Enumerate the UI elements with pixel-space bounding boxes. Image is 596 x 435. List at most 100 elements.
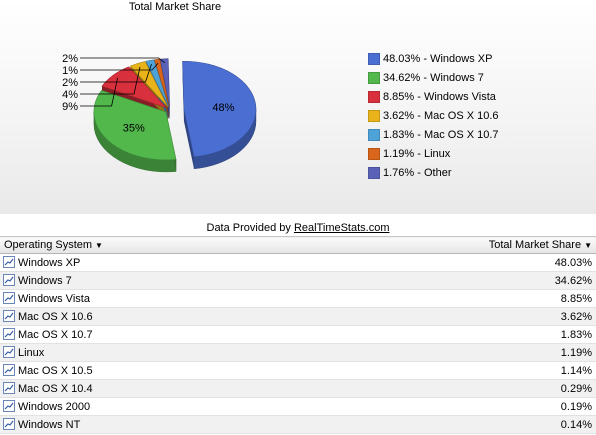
sort-arrow-icon: ▼ [95, 241, 103, 250]
legend-item[interactable]: 34.62% - Windows 7 [368, 71, 588, 90]
legend-label: 8.85% - Windows Vista [383, 91, 496, 103]
legend-swatch [368, 110, 380, 122]
provider-prefix: Data Provided by [206, 222, 294, 234]
pie-callout-label: 2% [62, 77, 78, 89]
pie-callout-label: 4% [62, 89, 78, 101]
os-name: Mac OS X 10.6 [18, 311, 93, 323]
table-row[interactable]: Mac OS X 10.4 0.29% [0, 379, 596, 398]
os-name: Mac OS X 10.4 [18, 383, 93, 395]
legend-label: 34.62% - Windows 7 [383, 72, 484, 84]
os-name: Mac OS X 10.5 [18, 365, 93, 377]
os-cell: Windows NT [0, 415, 370, 434]
legend-swatch [368, 148, 380, 160]
pie-slice-windows-7[interactable] [93, 90, 177, 161]
legend-item[interactable]: 8.85% - Windows Vista [368, 90, 588, 109]
table-row[interactable]: Windows Vista 8.85% [0, 289, 596, 308]
os-name: Mac OS X 10.7 [18, 329, 93, 341]
pie-callout-line [80, 57, 165, 63]
table-row[interactable]: Linux 1.19% [0, 343, 596, 362]
share-cell: 0.29% [370, 379, 596, 398]
table-row[interactable]: Windows 2000 0.19% [0, 397, 596, 416]
table-row[interactable]: Mac OS X 10.6 3.62% [0, 307, 596, 326]
os-name: Windows 2000 [18, 401, 91, 413]
trend-chart-icon[interactable] [3, 292, 15, 304]
provider-link[interactable]: RealTimeStats.com [293, 222, 390, 234]
legend-label: 48.03% - Windows XP [383, 53, 493, 65]
os-name: Windows XP [18, 257, 81, 269]
share-cell: 48.03% [370, 253, 596, 272]
legend-label: 3.62% - Mac OS X 10.6 [383, 110, 499, 122]
legend-item[interactable]: 3.62% - Mac OS X 10.6 [368, 109, 588, 128]
share-cell: 8.85% [370, 289, 596, 308]
trend-chart-icon[interactable] [3, 364, 15, 376]
legend-item[interactable]: 1.76% - Other [368, 166, 588, 185]
share-cell: 34.62% [370, 271, 596, 290]
legend-label: 1.19% - Linux [383, 148, 451, 160]
trend-chart-icon[interactable] [3, 382, 15, 394]
pie-face-0 [183, 109, 195, 169]
legend-swatch [368, 129, 380, 141]
os-cell: Windows 2000 [0, 397, 370, 416]
legend-swatch [368, 72, 380, 84]
pie-slice-windows-vista[interactable] [101, 66, 168, 109]
legend-item[interactable]: 1.19% - Linux [368, 147, 588, 166]
table-row[interactable]: Mac OS X 10.7 1.83% [0, 325, 596, 344]
pie-chart: 48%35%2%1%2%4%9% [62, 53, 257, 173]
header-operating-system[interactable]: Operating System ▼ [0, 236, 370, 254]
share-cell: 1.14% [370, 361, 596, 380]
os-cell: Windows 7 [0, 271, 370, 290]
legend-item[interactable]: 1.83% - Mac OS X 10.7 [368, 128, 588, 147]
share-cell: 0.19% [370, 397, 596, 416]
trend-chart-icon[interactable] [3, 400, 15, 412]
os-cell: Mac OS X 10.4 [0, 379, 370, 398]
os-cell: Mac OS X 10.7 [0, 325, 370, 344]
data-provider-note: Data Provided by RealTimeStats.com [0, 222, 596, 234]
chart-title: Total Market Share [128, 1, 222, 13]
header-os-label: Operating System [4, 239, 93, 251]
legend-item[interactable]: 48.03% - Windows XP [368, 52, 588, 71]
pie-slice-mac-os-x-10-6[interactable] [129, 61, 169, 108]
pie-data-label: 35% [123, 122, 145, 134]
pie-callout-label: 9% [62, 101, 78, 113]
pie-callout-line [80, 64, 152, 83]
os-cell: Mac OS X 10.5 [0, 361, 370, 380]
legend-label: 1.76% - Other [383, 167, 452, 179]
pie-data-label: 48% [212, 102, 234, 114]
table-row[interactable]: Windows XP 48.03% [0, 253, 596, 272]
header-total-market-share[interactable]: Total Market Share ▼ [370, 236, 596, 254]
table-header-row: Operating System ▼ Total Market Share ▼ [0, 236, 596, 254]
table-row[interactable]: Windows 7 34.62% [0, 271, 596, 290]
header-share-label: Total Market Share [488, 239, 582, 251]
trend-chart-icon[interactable] [3, 274, 15, 286]
table-row[interactable]: Windows NT 0.14% [0, 415, 596, 434]
pie-slice-windows-xp[interactable] [182, 60, 257, 158]
share-cell: 1.83% [370, 325, 596, 344]
os-cell: Windows Vista [0, 289, 370, 308]
pie-callout-label: 2% [62, 53, 78, 65]
os-name: Windows NT [18, 419, 81, 431]
legend-swatch [368, 91, 380, 103]
pie-callout-line [80, 66, 141, 95]
legend-swatch [368, 167, 380, 179]
os-name: Windows 7 [18, 275, 72, 287]
legend-label: 1.83% - Mac OS X 10.7 [383, 129, 499, 141]
table-row[interactable]: Mac OS X 10.5 1.14% [0, 361, 596, 380]
pie-slice-mac-os-x-10-7[interactable] [145, 59, 169, 107]
share-cell: 0.14% [370, 415, 596, 434]
os-cell: Windows XP [0, 253, 370, 272]
trend-chart-icon[interactable] [3, 328, 15, 340]
trend-chart-icon[interactable] [3, 346, 15, 358]
pie-callout-line [80, 62, 159, 71]
pie-callout-label: 1% [62, 65, 78, 77]
legend-swatch [368, 53, 380, 65]
pie-callout-line [80, 77, 118, 107]
os-name: Windows Vista [18, 293, 90, 305]
market-share-table: Operating System ▼ Total Market Share ▼ Wi… [0, 236, 596, 434]
trend-chart-icon[interactable] [3, 310, 15, 322]
trend-chart-icon[interactable] [3, 256, 15, 268]
trend-chart-icon[interactable] [3, 418, 15, 430]
share-cell: 1.19% [370, 343, 596, 362]
os-name: Linux [18, 347, 45, 359]
os-cell: Mac OS X 10.6 [0, 307, 370, 326]
sort-arrow-icon: ▼ [584, 241, 592, 250]
